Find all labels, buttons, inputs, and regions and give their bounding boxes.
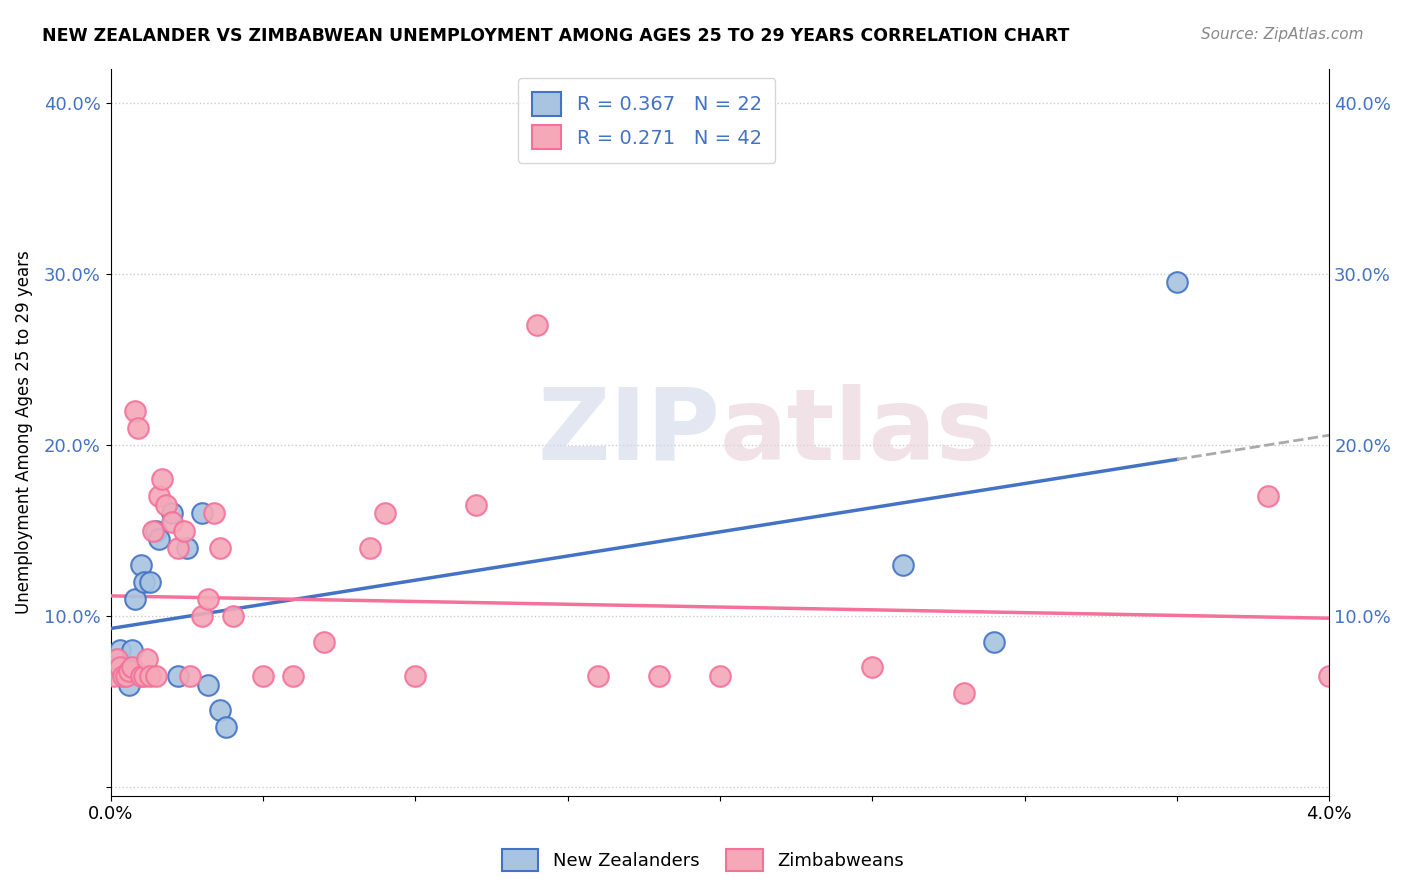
- Point: [526, 318, 548, 333]
- Point: [465, 498, 488, 512]
- Point: [111, 669, 134, 683]
- Point: [983, 634, 1005, 648]
- Point: [129, 558, 152, 572]
- Point: [191, 507, 214, 521]
- Point: [860, 660, 883, 674]
- Text: atlas: atlas: [720, 384, 997, 481]
- Point: [166, 541, 188, 555]
- Point: [124, 591, 146, 606]
- Point: [136, 652, 159, 666]
- Point: [152, 472, 174, 486]
- Point: [209, 703, 232, 717]
- Point: [197, 591, 219, 606]
- Point: [179, 669, 201, 683]
- Point: [283, 669, 305, 683]
- Point: [134, 669, 156, 683]
- Point: [148, 489, 170, 503]
- Point: [115, 669, 138, 683]
- Point: [191, 609, 214, 624]
- Point: [118, 664, 141, 678]
- Point: [312, 634, 335, 648]
- Point: [139, 669, 162, 683]
- Point: [148, 532, 170, 546]
- Point: [176, 541, 198, 555]
- Legend: New Zealanders, Zimbabweans: New Zealanders, Zimbabweans: [495, 842, 911, 879]
- Text: ZIP: ZIP: [537, 384, 720, 481]
- Point: [129, 669, 152, 683]
- Point: [202, 507, 225, 521]
- Point: [121, 643, 143, 657]
- Point: [1257, 489, 1279, 503]
- Point: [145, 524, 167, 538]
- Point: [359, 541, 381, 555]
- Point: [105, 652, 128, 666]
- Point: [111, 669, 134, 683]
- Point: [374, 507, 396, 521]
- Point: [118, 677, 141, 691]
- Point: [121, 660, 143, 674]
- Point: [166, 669, 188, 683]
- Point: [145, 669, 167, 683]
- Point: [115, 660, 138, 674]
- Legend: R = 0.367   N = 22, R = 0.271   N = 42: R = 0.367 N = 22, R = 0.271 N = 42: [519, 78, 775, 162]
- Point: [173, 524, 195, 538]
- Point: [1317, 669, 1340, 683]
- Point: [134, 574, 156, 589]
- Point: [215, 720, 238, 734]
- Point: [648, 669, 671, 683]
- Y-axis label: Unemployment Among Ages 25 to 29 years: Unemployment Among Ages 25 to 29 years: [15, 251, 32, 614]
- Point: [1166, 276, 1188, 290]
- Text: Source: ZipAtlas.com: Source: ZipAtlas.com: [1201, 27, 1364, 42]
- Point: [108, 643, 131, 657]
- Point: [709, 669, 731, 683]
- Point: [127, 421, 149, 435]
- Point: [221, 609, 243, 624]
- Point: [142, 524, 165, 538]
- Point: [952, 686, 974, 700]
- Point: [197, 677, 219, 691]
- Point: [103, 669, 125, 683]
- Point: [139, 574, 162, 589]
- Point: [108, 660, 131, 674]
- Point: [404, 669, 426, 683]
- Point: [160, 507, 183, 521]
- Point: [891, 558, 914, 572]
- Point: [155, 498, 177, 512]
- Text: NEW ZEALANDER VS ZIMBABWEAN UNEMPLOYMENT AMONG AGES 25 TO 29 YEARS CORRELATION C: NEW ZEALANDER VS ZIMBABWEAN UNEMPLOYMENT…: [42, 27, 1070, 45]
- Point: [160, 515, 183, 529]
- Point: [586, 669, 609, 683]
- Point: [209, 541, 232, 555]
- Point: [105, 652, 128, 666]
- Point: [252, 669, 274, 683]
- Point: [124, 403, 146, 417]
